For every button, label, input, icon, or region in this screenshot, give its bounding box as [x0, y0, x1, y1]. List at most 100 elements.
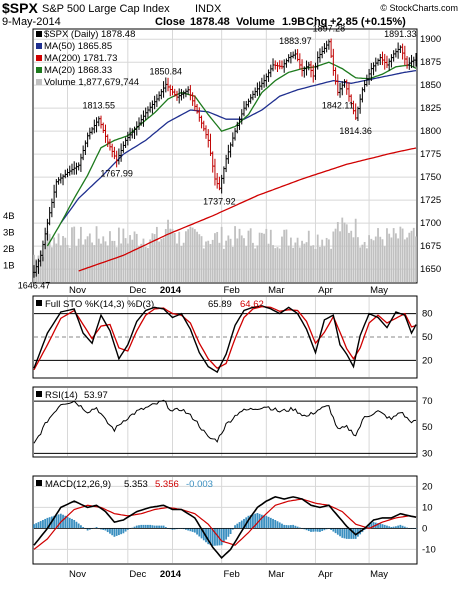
macd-histogram-bar — [339, 528, 341, 537]
volume-bar — [180, 245, 183, 282]
macd-histogram-bar — [225, 528, 228, 540]
volume-bar — [298, 247, 301, 282]
volume-bar — [390, 237, 393, 282]
price-x-label: Mar — [268, 285, 284, 296]
macd-histogram-bar — [350, 528, 353, 539]
macd-histogram-bar — [381, 524, 384, 529]
volume-bar — [372, 240, 375, 282]
volume-bar — [71, 227, 73, 282]
price-y-tick: 1825 — [420, 103, 441, 114]
volume-bar — [245, 246, 248, 282]
macd-histogram-bar — [249, 515, 252, 529]
volume-layer — [33, 217, 417, 282]
volume-bar — [319, 247, 321, 282]
ma50-line — [60, 69, 417, 224]
volume-bar — [102, 236, 105, 282]
macd-histogram-bar — [341, 528, 344, 538]
macd-histogram-bar — [379, 523, 382, 529]
macd-histogram-bar — [106, 528, 109, 533]
macd-histogram-bar — [292, 524, 295, 529]
volume-bar — [249, 228, 252, 282]
volume-bar — [303, 243, 306, 282]
volume-bar — [330, 248, 333, 282]
macd-histogram-bar — [343, 528, 346, 539]
macd-histogram-bar — [274, 520, 277, 529]
volume-bar — [111, 240, 114, 282]
legend-ma20-swatch — [36, 67, 42, 73]
price-annotation: 1842.11 — [322, 100, 354, 110]
volume-bar — [68, 247, 71, 282]
macd-histogram-bar — [64, 515, 67, 529]
volume-bar — [236, 238, 239, 282]
sto-k-line — [33, 305, 417, 374]
macd-histogram-bar — [254, 513, 257, 529]
volume-bar — [381, 239, 384, 282]
volume-bar — [202, 248, 205, 282]
macd-histogram-bar — [399, 524, 402, 529]
legend-ma20: MA(20) 1868.33 — [44, 65, 112, 76]
volume-bar — [167, 219, 169, 282]
macd-histogram-bar — [265, 515, 268, 529]
macd-histogram-bar — [319, 528, 321, 532]
rsi-y-tick: 70 — [422, 396, 433, 407]
legend-sto-title: Full STO %K(14,3) %D(3) — [45, 299, 154, 310]
volume-bar — [379, 236, 382, 282]
volume-bar — [307, 230, 310, 282]
volume-bar — [173, 233, 176, 282]
volume-bar — [292, 247, 295, 282]
macd-histogram-bar — [222, 528, 225, 543]
macd-histogram-bar — [330, 528, 333, 530]
legend-ma200: MA(200) 1781.73 — [44, 53, 117, 64]
volume-bar — [392, 228, 395, 282]
macd-histogram-bar — [377, 523, 379, 529]
volume-bar — [316, 234, 319, 282]
volume-bar — [359, 247, 362, 282]
macd-histogram-bar — [33, 524, 35, 529]
volume-bar — [135, 233, 138, 282]
macd-histogram-bar — [187, 528, 190, 531]
macd-histogram-bar — [207, 528, 210, 545]
macd-histogram-bar — [35, 523, 38, 529]
macd-histogram-bar — [390, 527, 393, 529]
price-annotation: 1897.28 — [313, 24, 346, 34]
macd-histogram-bar — [144, 524, 147, 529]
macd-histogram-bar — [272, 518, 274, 529]
volume-bar — [93, 245, 96, 282]
volume-bar — [234, 226, 236, 282]
macd-histogram-bar — [151, 525, 154, 529]
volume-bar — [149, 239, 152, 282]
volume-bar — [265, 228, 268, 282]
volume-bar — [171, 228, 174, 282]
volume-bar — [285, 229, 288, 282]
macd-histogram-bar — [305, 528, 308, 531]
rsi-line — [33, 399, 417, 444]
legend-macd-title: MACD(12,26,9) — [45, 479, 111, 490]
price-y-tick: 1875 — [420, 57, 441, 68]
volume-bar — [325, 237, 328, 282]
macd-histogram-bar — [111, 528, 114, 536]
volume-bar — [95, 226, 98, 282]
macd-histogram-bar — [285, 525, 288, 529]
header-chg-label: Chg — [306, 16, 327, 28]
macd-histogram-bar — [75, 521, 78, 529]
macd-histogram-bar — [48, 517, 51, 529]
volume-bar — [357, 237, 359, 282]
price-annotation: 1883.97 — [279, 36, 312, 46]
volume-bar — [191, 227, 194, 282]
macd-histogram-bar — [234, 525, 236, 529]
volume-bar — [198, 234, 201, 282]
macd-histogram-bar — [316, 528, 319, 532]
macd-histogram-bar — [164, 527, 167, 529]
macd-histogram-bar — [138, 525, 140, 529]
macd-histogram-bar — [348, 528, 350, 539]
macd-x-label: Feb — [223, 569, 239, 580]
volume-bar — [88, 233, 91, 282]
volume-bar — [91, 242, 93, 282]
volume-bar — [155, 226, 158, 282]
macd-histogram-bar — [153, 525, 156, 529]
volume-bar — [368, 235, 370, 282]
header-volume-value: 1.9B — [282, 16, 305, 28]
volume-bar — [200, 236, 203, 282]
rsi-panel-frame — [32, 386, 418, 458]
macd-histogram-bar — [314, 528, 317, 532]
